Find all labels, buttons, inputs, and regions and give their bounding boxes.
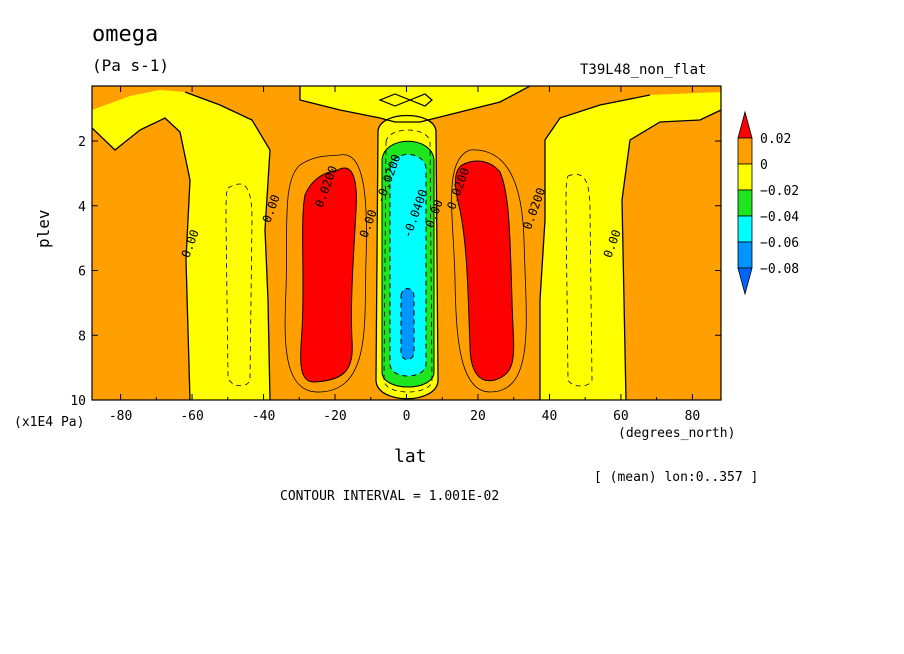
axis-ticks: -80 -60 -40 -20 0 20 40 60 80 2 4 6 8 10 bbox=[70, 86, 721, 424]
colorbar: 0.02 0 −0.02 −0.04 −0.06 −0.08 bbox=[737, 110, 799, 296]
colorbar-segment bbox=[737, 189, 753, 217]
colorbar-label: −0.04 bbox=[760, 210, 799, 225]
blue-region-core bbox=[401, 288, 414, 360]
y-tick-label: 8 bbox=[78, 329, 86, 344]
contour-line bbox=[451, 149, 527, 393]
cyan-region-core bbox=[390, 154, 426, 376]
yellow-region-east bbox=[540, 92, 721, 400]
x-tick-label: 20 bbox=[470, 409, 486, 424]
contour-lines bbox=[92, 86, 721, 400]
colorbar-segment bbox=[737, 241, 753, 269]
chart-units: (Pa s-1) bbox=[92, 56, 170, 75]
colorbar-segment bbox=[737, 137, 753, 165]
y-tick-label: 10 bbox=[70, 394, 86, 409]
x-tick-label: 60 bbox=[613, 409, 629, 424]
contour-line bbox=[539, 94, 651, 400]
contour-line bbox=[299, 86, 531, 123]
colorbar-triangle-bottom bbox=[737, 267, 753, 296]
colorbar-label: −0.08 bbox=[760, 262, 799, 277]
x-tick-label: 80 bbox=[685, 409, 701, 424]
red-region-nh bbox=[455, 160, 514, 381]
mean-note: [ (mean) lon:0..357 ] bbox=[594, 470, 759, 485]
x-tick-label: -80 bbox=[109, 409, 132, 424]
colorbar-label: 0.02 bbox=[760, 132, 791, 147]
red-region-sh bbox=[300, 167, 357, 383]
colorbar-label: −0.02 bbox=[760, 184, 799, 199]
contour-line bbox=[184, 91, 271, 400]
x-tick-label: 40 bbox=[542, 409, 558, 424]
colorbar-segment bbox=[737, 215, 753, 243]
contour-line bbox=[454, 160, 515, 382]
contour-line bbox=[565, 174, 593, 387]
x-axis-label: lat bbox=[394, 446, 427, 467]
x-axis-unit: (degrees_north) bbox=[618, 426, 736, 441]
x-tick-label: -60 bbox=[180, 409, 203, 424]
colorbar-label: 0 bbox=[760, 158, 768, 173]
contour-line bbox=[400, 288, 415, 360]
contour-line bbox=[378, 93, 433, 107]
y-tick-label: 4 bbox=[78, 200, 86, 215]
colorbar-triangle-top bbox=[737, 110, 753, 139]
contour-interval: CONTOUR INTERVAL = 1.001E-02 bbox=[280, 489, 500, 504]
filled-contours bbox=[92, 86, 721, 400]
x-tick-label: -20 bbox=[323, 409, 346, 424]
chart-title: omega bbox=[92, 22, 159, 47]
y-tick-label: 2 bbox=[78, 135, 86, 150]
contour-line bbox=[381, 140, 435, 388]
contour-line bbox=[621, 109, 721, 400]
contour-line bbox=[284, 154, 367, 393]
contour-line bbox=[375, 114, 439, 400]
contour-line bbox=[225, 183, 253, 387]
run-label: T39L48_non_flat bbox=[580, 62, 707, 78]
x-tick-label: 0 bbox=[403, 409, 411, 424]
y-tick-label: 6 bbox=[78, 265, 86, 280]
yellow-region-west bbox=[92, 90, 270, 400]
contour-line bbox=[300, 167, 357, 383]
colorbar-label: −0.06 bbox=[760, 236, 799, 251]
y-axis-unit: (x1E4 Pa) bbox=[14, 415, 85, 430]
contour-line bbox=[389, 154, 427, 377]
colorbar-segment bbox=[737, 163, 753, 191]
contour-line bbox=[383, 129, 433, 393]
x-tick-label: -40 bbox=[252, 409, 275, 424]
contour-line bbox=[92, 117, 191, 400]
